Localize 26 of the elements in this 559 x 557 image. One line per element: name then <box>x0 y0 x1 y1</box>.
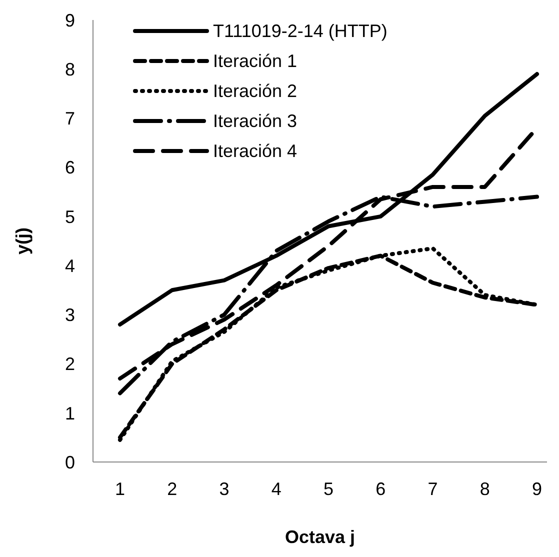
y-tick-label: 9 <box>64 10 75 30</box>
legend-label: Iteración 2 <box>213 80 298 103</box>
y-tick-label: 3 <box>64 305 75 326</box>
y-axis-title: y(j) <box>12 227 32 254</box>
y-tick-label: 0 <box>64 452 75 472</box>
legend-label: Iteración 4 <box>213 140 298 163</box>
legend-label: Iteración 1 <box>213 50 298 73</box>
y-tick-label: 2 <box>64 354 75 374</box>
x-tick-label: 4 <box>271 478 282 499</box>
y-tick-label: 4 <box>64 256 75 276</box>
y-tick-label: 8 <box>64 60 75 80</box>
x-axis-title: Octava j <box>284 527 356 547</box>
x-tick-label: 9 <box>532 478 542 499</box>
y-tick-label: 7 <box>64 108 75 129</box>
x-tick-label: 7 <box>428 478 438 499</box>
x-tick-label: 6 <box>376 478 386 499</box>
y-tick-label: 6 <box>64 158 75 178</box>
x-tick-label: 2 <box>167 478 178 499</box>
y-tick-label: 1 <box>64 403 75 424</box>
y-tick-label: 5 <box>64 206 75 227</box>
legend-label: T111019-2-14 (HTTP) <box>213 20 388 43</box>
x-tick-label: 8 <box>480 478 490 499</box>
x-tick-label: 1 <box>114 478 126 499</box>
legend-label: Iteración 3 <box>213 110 298 133</box>
x-tick-label: 5 <box>323 478 334 499</box>
x-tick-label: 3 <box>219 478 230 499</box>
